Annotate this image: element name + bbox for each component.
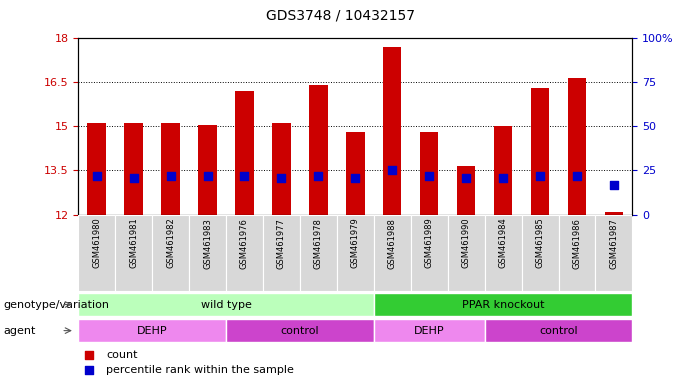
Point <box>609 182 619 188</box>
Bar <box>531 88 549 215</box>
Bar <box>78 215 115 291</box>
Bar <box>78 319 226 343</box>
Point <box>128 174 139 180</box>
Bar <box>88 123 106 215</box>
Text: PPAR knockout: PPAR knockout <box>462 300 544 310</box>
Bar <box>235 91 254 215</box>
Bar <box>263 215 300 291</box>
Text: count: count <box>106 350 137 360</box>
Bar <box>300 215 337 291</box>
Text: GSM461978: GSM461978 <box>314 218 323 268</box>
Text: genotype/variation: genotype/variation <box>3 300 109 310</box>
Point <box>424 173 435 179</box>
Bar <box>161 123 180 215</box>
Point <box>534 173 545 179</box>
Point <box>239 173 250 179</box>
Bar <box>124 123 143 215</box>
Bar <box>152 215 189 291</box>
Bar <box>115 215 152 291</box>
Bar <box>605 212 623 215</box>
Text: GSM461984: GSM461984 <box>498 218 507 268</box>
Text: GSM461980: GSM461980 <box>92 218 101 268</box>
Bar <box>337 215 374 291</box>
Point <box>84 352 95 358</box>
Bar <box>374 319 485 343</box>
Text: GSM461983: GSM461983 <box>203 218 212 268</box>
Bar <box>309 85 328 215</box>
Bar <box>226 319 374 343</box>
Text: agent: agent <box>3 326 36 336</box>
Text: GSM461985: GSM461985 <box>536 218 545 268</box>
Text: GSM461987: GSM461987 <box>609 218 618 268</box>
Text: GSM461989: GSM461989 <box>425 218 434 268</box>
Bar <box>199 125 217 215</box>
Bar <box>494 126 512 215</box>
Bar <box>78 293 374 316</box>
Text: DEHP: DEHP <box>137 326 167 336</box>
Point <box>460 174 471 180</box>
Point <box>350 174 360 180</box>
Text: GSM461982: GSM461982 <box>166 218 175 268</box>
Bar <box>346 132 364 215</box>
Bar <box>457 166 475 215</box>
Text: GSM461981: GSM461981 <box>129 218 138 268</box>
Text: GDS3748 / 10432157: GDS3748 / 10432157 <box>265 9 415 23</box>
Point <box>165 173 176 179</box>
Text: GSM461990: GSM461990 <box>462 218 471 268</box>
Point <box>571 173 582 179</box>
Text: wild type: wild type <box>201 300 252 310</box>
Bar <box>226 215 263 291</box>
Bar <box>596 215 632 291</box>
Bar <box>485 319 632 343</box>
Text: GSM461977: GSM461977 <box>277 218 286 268</box>
Text: GSM461986: GSM461986 <box>573 218 581 268</box>
Point <box>387 167 398 174</box>
Text: GSM461979: GSM461979 <box>351 218 360 268</box>
Bar <box>485 215 522 291</box>
Bar <box>189 215 226 291</box>
Text: DEHP: DEHP <box>414 326 445 336</box>
Point <box>498 174 509 180</box>
Text: control: control <box>539 326 578 336</box>
Bar <box>374 215 411 291</box>
Bar <box>411 215 447 291</box>
Point <box>276 174 287 180</box>
Text: percentile rank within the sample: percentile rank within the sample <box>106 366 294 376</box>
Bar <box>558 215 596 291</box>
Text: control: control <box>281 326 319 336</box>
Bar <box>374 293 632 316</box>
Bar <box>447 215 485 291</box>
Point <box>84 367 95 374</box>
Bar <box>420 132 439 215</box>
Bar <box>272 123 290 215</box>
Bar <box>522 215 558 291</box>
Text: GSM461988: GSM461988 <box>388 218 396 268</box>
Bar <box>568 78 586 215</box>
Bar <box>383 47 401 215</box>
Point <box>91 173 102 179</box>
Point <box>313 173 324 179</box>
Text: GSM461976: GSM461976 <box>240 218 249 268</box>
Point <box>202 173 213 179</box>
